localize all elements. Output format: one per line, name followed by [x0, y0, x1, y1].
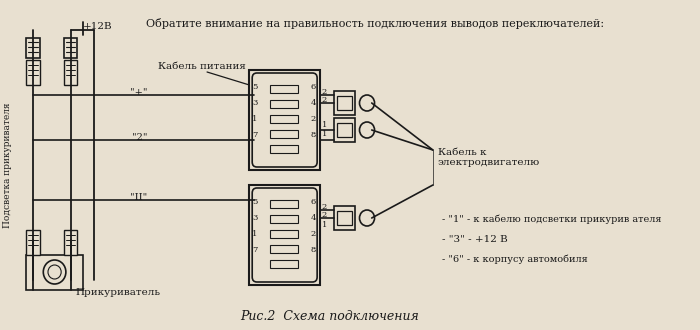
Text: 2: 2	[322, 96, 327, 104]
Text: Рис.2  Схема подключения: Рис.2 Схема подключения	[240, 310, 419, 323]
Text: 1: 1	[252, 115, 258, 123]
Text: 8: 8	[311, 131, 316, 139]
Bar	[270, 230, 298, 238]
Bar	[270, 115, 298, 123]
Text: 1: 1	[322, 121, 327, 129]
Text: Подсветка прикуривателя: Подсветка прикуривателя	[3, 102, 12, 228]
Text: Прикуриватель: Прикуриватель	[76, 288, 160, 297]
Text: 2: 2	[322, 211, 327, 219]
Text: 1: 1	[252, 230, 258, 238]
FancyBboxPatch shape	[252, 73, 317, 167]
Text: +12В: +12В	[83, 22, 113, 31]
Bar	[334, 91, 355, 115]
Text: "2": "2"	[132, 133, 147, 142]
Bar	[64, 230, 77, 255]
Bar	[337, 96, 352, 110]
Bar	[27, 60, 39, 85]
Text: 7: 7	[252, 246, 258, 254]
Bar	[270, 100, 298, 108]
Text: 2: 2	[322, 203, 327, 211]
Text: 2: 2	[311, 230, 316, 238]
Text: 6: 6	[311, 83, 316, 91]
Text: - "1" - к кабелю подсветки прикурив ателя: - "1" - к кабелю подсветки прикурив ател…	[442, 215, 662, 224]
Bar	[270, 130, 298, 138]
Bar	[337, 211, 352, 225]
Text: 3: 3	[252, 214, 258, 222]
Text: 2: 2	[322, 88, 327, 96]
Bar	[27, 38, 39, 58]
Bar	[270, 215, 298, 223]
Bar	[270, 260, 298, 268]
Text: - "3" - +12 В: - "3" - +12 В	[442, 235, 508, 244]
Text: "II": "II"	[130, 193, 147, 202]
Text: 2: 2	[311, 115, 316, 123]
Text: Обратите внимание на правильность подключения выводов переключателей:: Обратите внимание на правильность подклю…	[146, 18, 604, 29]
Bar	[64, 38, 77, 58]
Bar	[249, 70, 320, 170]
Bar	[270, 200, 298, 208]
Bar	[337, 123, 352, 137]
Bar	[270, 85, 298, 93]
Text: 6: 6	[311, 198, 316, 206]
Text: 4: 4	[311, 99, 316, 107]
Text: 5: 5	[252, 83, 258, 91]
Text: 7: 7	[252, 131, 258, 139]
Text: 5: 5	[252, 198, 258, 206]
Bar	[27, 255, 83, 290]
Text: - "6" - к корпусу автомобиля: - "6" - к корпусу автомобиля	[442, 255, 588, 265]
Bar	[270, 145, 298, 153]
Text: 4: 4	[311, 214, 316, 222]
Bar	[270, 245, 298, 253]
Text: Кабель питания: Кабель питания	[158, 62, 246, 71]
FancyBboxPatch shape	[252, 188, 317, 282]
Text: 1: 1	[322, 130, 327, 138]
Text: 3: 3	[252, 99, 258, 107]
Bar	[27, 230, 39, 255]
Text: "+": "+"	[130, 88, 148, 97]
Bar	[334, 206, 355, 230]
Text: Кабель к
электродвигателю: Кабель к электродвигателю	[438, 148, 540, 167]
Bar	[249, 185, 320, 285]
Bar	[334, 118, 355, 142]
Bar	[64, 60, 77, 85]
Text: 1: 1	[322, 221, 327, 229]
Text: 8: 8	[311, 246, 316, 254]
